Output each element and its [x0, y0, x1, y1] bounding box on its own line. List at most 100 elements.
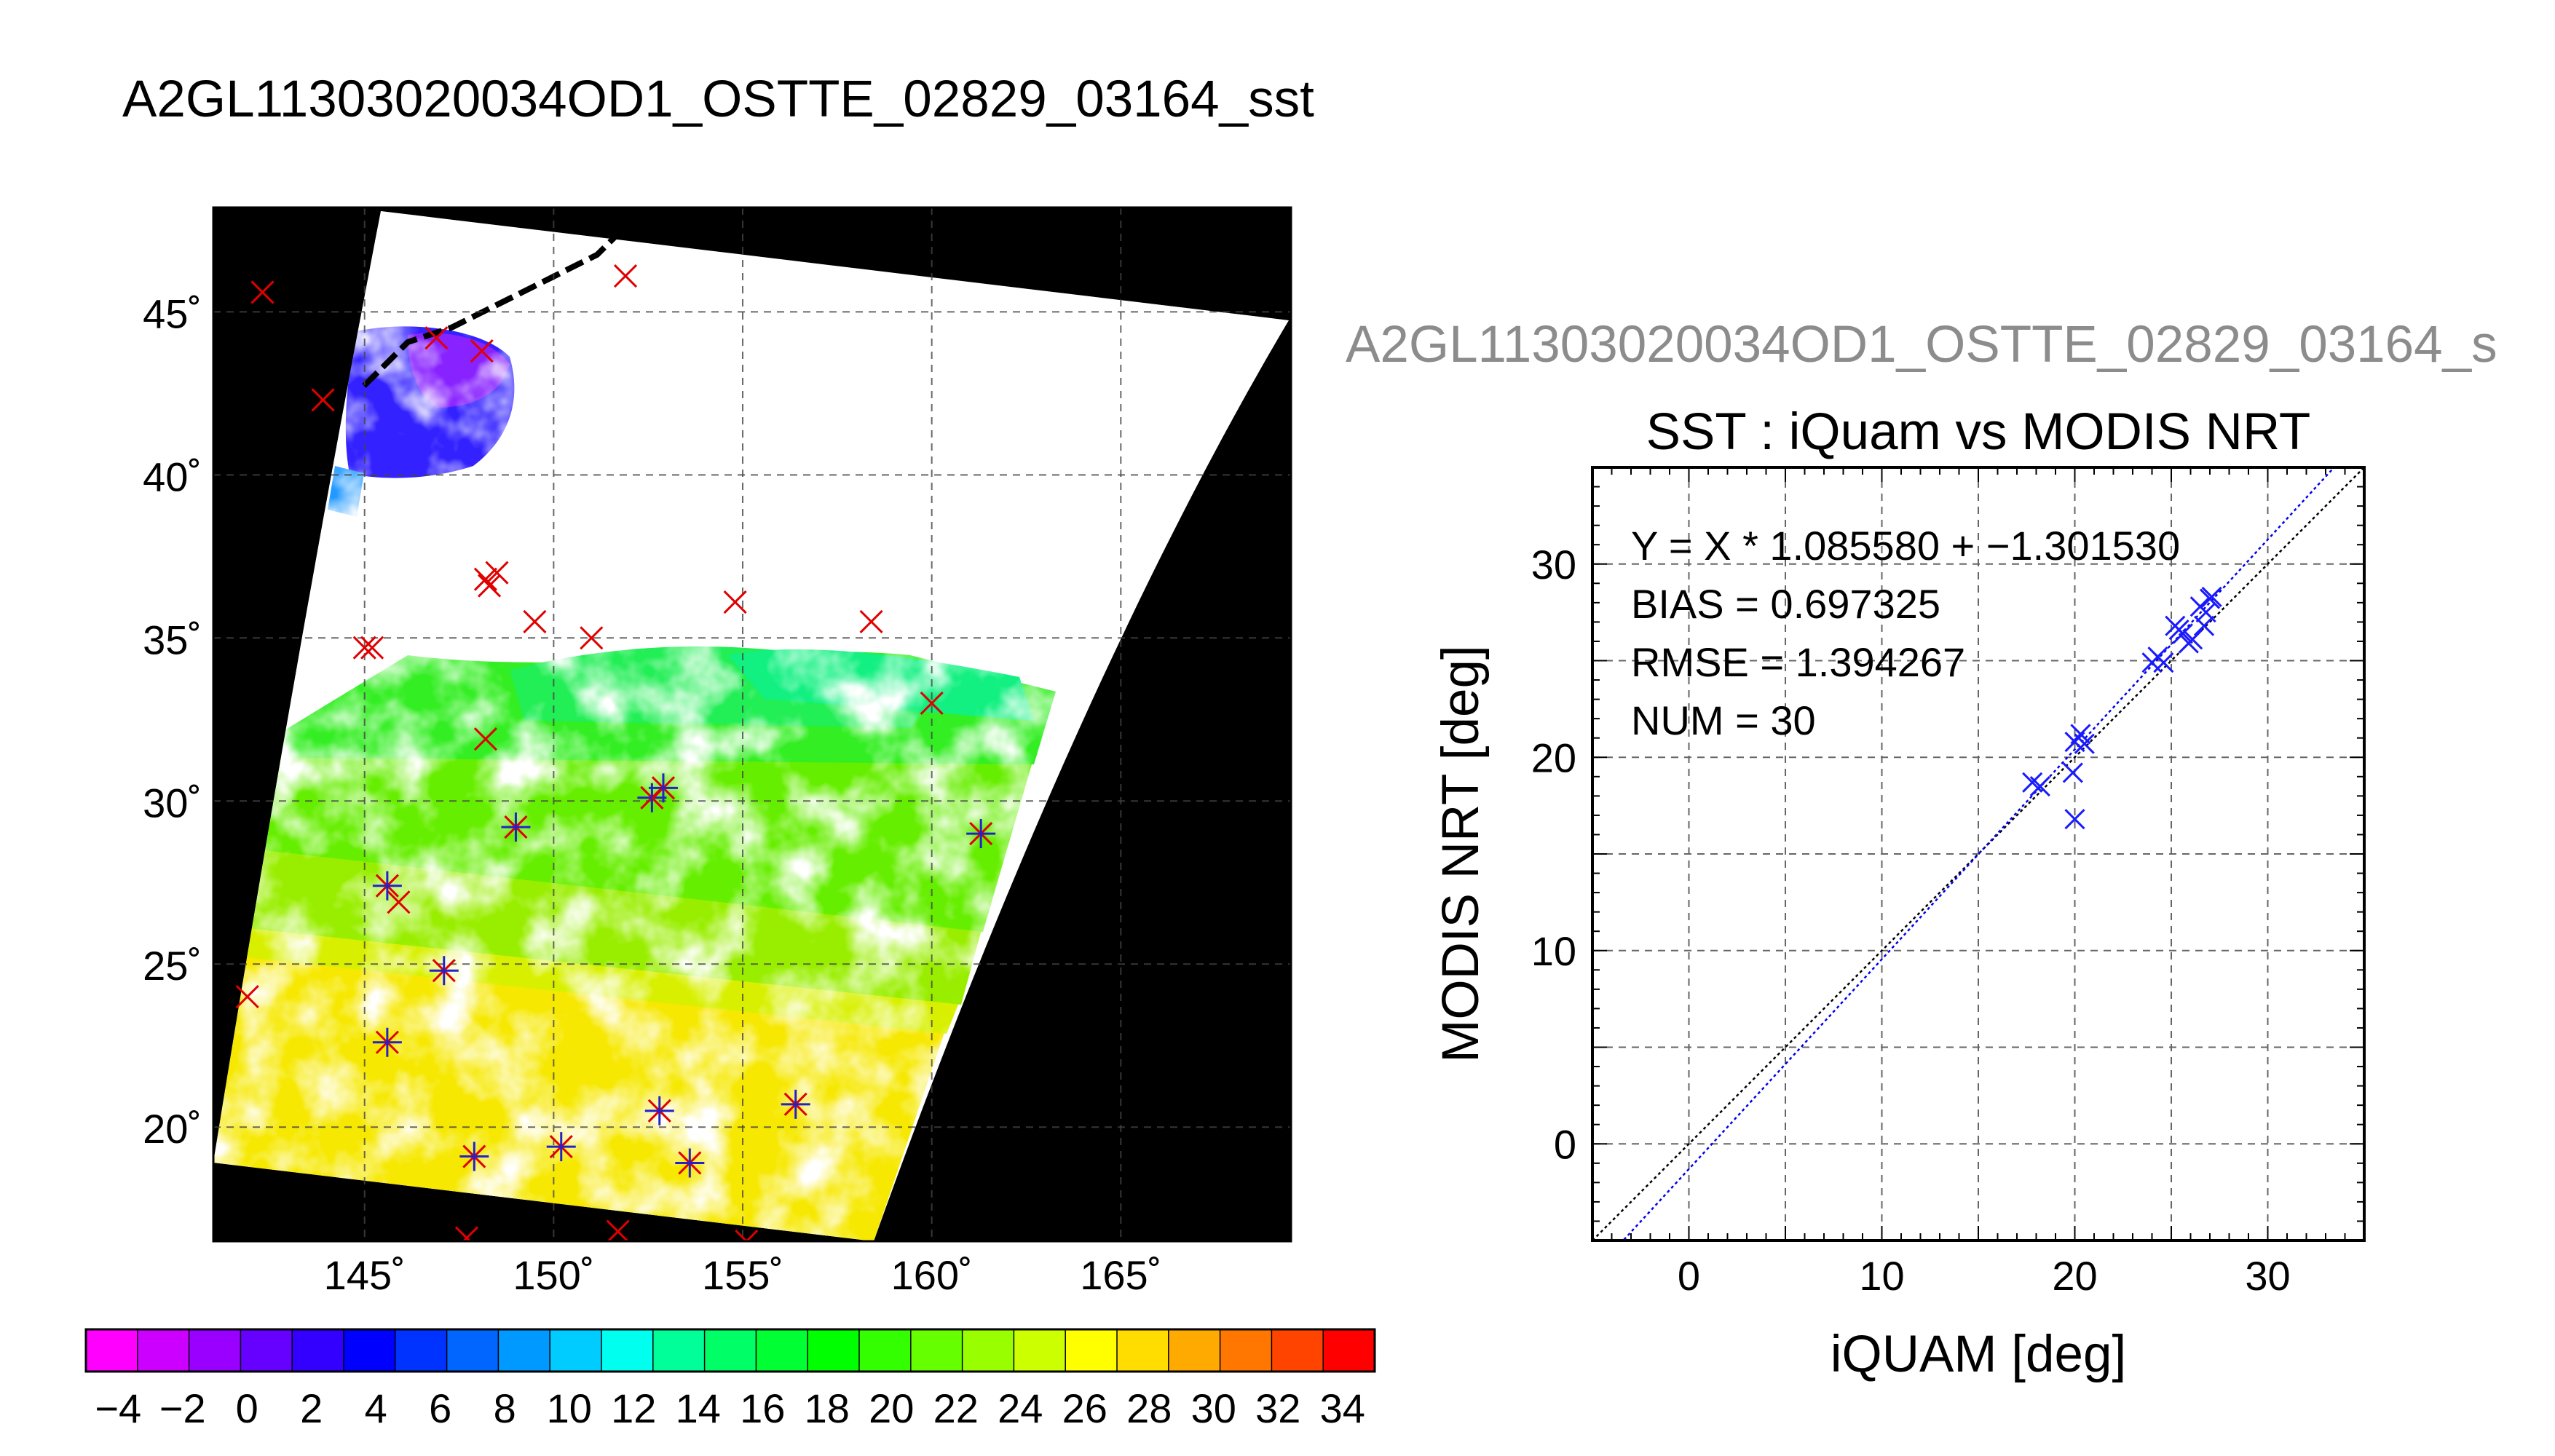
iquam-marker: [485, 561, 509, 585]
sst-map: 45˚ 40˚ 35˚ 30˚ 25˚ 20˚ 145˚ 150˚ 155˚ 160˚ 165˚: [143, 206, 1292, 1298]
lat-tick-label: 40˚: [143, 454, 202, 499]
map-frame: [212, 206, 1292, 1243]
colorbar-swatch: [1271, 1329, 1324, 1372]
scatter-point-stroke: [2022, 772, 2043, 793]
scatter-point: [2064, 809, 2085, 830]
scatter-point: [2195, 602, 2216, 623]
iquam-marker: [250, 280, 275, 304]
scatter-point: [2153, 652, 2174, 673]
iquam-marker: [311, 388, 335, 412]
colorbar-swatch: [704, 1329, 757, 1372]
colorbar: −4 −2 0 2 4 6 8 10 12 14 16 18 20 22 24 26 28 30 32 34: [84, 1328, 1376, 1431]
scatter-point: [2062, 762, 2083, 783]
colorbar-label: −2: [159, 1385, 206, 1431]
x-tick-label: 20: [2052, 1253, 2097, 1299]
colorbar-swatch: [910, 1329, 963, 1372]
scatter-point: [2201, 586, 2222, 607]
iquam-marker-stroke: [735, 1229, 749, 1241]
scatter-title: SST : iQuam vs MODIS NRT: [1646, 403, 2311, 461]
iquam-marker: [580, 626, 604, 650]
scatter-point-stroke: [2195, 602, 2216, 623]
lon-tick-label: 155˚: [702, 1252, 783, 1298]
colorbar-label: 8: [494, 1385, 516, 1431]
iquam-marker-stroke: [859, 609, 883, 633]
iquam-marker: [473, 727, 497, 751]
iquam-marker: [387, 890, 411, 914]
iquam-marker: [235, 984, 259, 1009]
iquam-marker-stroke: [920, 691, 944, 715]
iquam-marker-stroke: [613, 264, 638, 288]
iquam-marker-stroke: [723, 590, 747, 614]
colorbar-swatch: [550, 1329, 602, 1372]
page-title: A2GL11303020034OD1_OSTTE_02829_03164_sst: [122, 71, 1314, 128]
iquam-marker-stroke: [470, 339, 494, 363]
colorbar-swatch: [1323, 1329, 1375, 1372]
colorbar-label: 12: [611, 1385, 656, 1431]
iquam-marker-stroke: [473, 727, 497, 751]
lat-tick-label: 35˚: [143, 617, 202, 662]
colorbar-label: 0: [236, 1385, 258, 1431]
scatter-plot: SST : iQuam vs MODIS NRT Y = X * 1.085580…: [1432, 403, 2366, 1383]
modis-marker: [966, 819, 996, 849]
modis-marker: [429, 956, 459, 986]
iquam-marker: [473, 567, 497, 591]
colorbar-swatch: [1065, 1329, 1118, 1372]
colorbar-label: 22: [933, 1385, 979, 1431]
scatter-point-stroke: [2182, 629, 2203, 650]
stats-rmse: RMSE = 1.394267: [1631, 639, 1965, 685]
colorbar-label: 18: [805, 1385, 850, 1431]
sst-field: [213, 211, 1289, 1241]
colorbar-swatch: [137, 1329, 190, 1372]
scatter-point: [2193, 615, 2215, 636]
modis-marker: [648, 773, 678, 803]
colorbar-swatch: [807, 1329, 860, 1372]
map-grid: [213, 207, 1291, 1241]
colorbar-label: 26: [1062, 1385, 1107, 1431]
colorbar-label: −4: [95, 1385, 141, 1431]
lon-tick-labels: 145˚ 150˚ 155˚ 160˚ 165˚: [324, 1252, 1162, 1298]
colorbar-swatch: [292, 1329, 344, 1372]
colorbar-label: 24: [998, 1385, 1043, 1431]
scatter-point: [2182, 629, 2203, 650]
scatter-point-stroke: [2153, 652, 2174, 673]
iquam-marker: [424, 326, 449, 350]
iquam-marker-stroke: [473, 567, 497, 591]
iquam-marker-stroke: [387, 890, 411, 914]
modis-marker: [675, 1148, 705, 1178]
iquam-marker: [360, 636, 384, 660]
y-tick-label: 10: [1531, 928, 1576, 974]
y-tick-label: 30: [1531, 542, 1576, 587]
colorbar-swatch: [756, 1329, 808, 1372]
lon-tick-label: 145˚: [324, 1252, 406, 1298]
iquam-marker-stroke: [462, 1226, 478, 1241]
colorbar-label: 6: [429, 1385, 451, 1431]
scatter-point-stroke: [2193, 615, 2215, 636]
lat-tick-label: 45˚: [143, 290, 202, 336]
colorbar-swatch: [240, 1329, 293, 1372]
scatter-point-stroke: [2062, 762, 2083, 783]
iquam-marker-stroke: [424, 326, 449, 350]
stats-fit: Y = X * 1.085580 + −1.301530: [1631, 523, 2180, 569]
colorbar-swatch: [344, 1329, 396, 1372]
scatter-point-stroke: [2029, 776, 2050, 797]
colorbar-frame: [84, 1328, 1376, 1373]
iquam-marker-stroke: [311, 388, 335, 412]
colorbar-swatch: [86, 1329, 138, 1372]
colorbar-label: 32: [1255, 1385, 1300, 1431]
colorbar-label: 30: [1191, 1385, 1236, 1431]
colorbar-swatch: [1117, 1329, 1169, 1372]
colorbar-swatch: [498, 1329, 550, 1372]
scatter-heading: A2GL11303020034OD1_OSTTE_02829_03164_s: [1346, 316, 2497, 373]
stats-bias: BIAS = 0.697325: [1631, 581, 1940, 627]
x-tick-label: 30: [2245, 1253, 2290, 1299]
iquam-marker-stroke: [250, 280, 275, 304]
land-edge: [362, 231, 621, 388]
colorbar-swatch: [446, 1329, 499, 1372]
scatter-point: [2029, 776, 2050, 797]
colorbar-label: 4: [365, 1385, 387, 1431]
iquam-marker-stroke: [745, 1229, 759, 1241]
iquam-marker: [920, 691, 944, 715]
iquam-marker-stroke: [235, 984, 259, 1009]
scatter-point: [2168, 619, 2189, 641]
scatter-frame: [1591, 466, 2366, 1242]
